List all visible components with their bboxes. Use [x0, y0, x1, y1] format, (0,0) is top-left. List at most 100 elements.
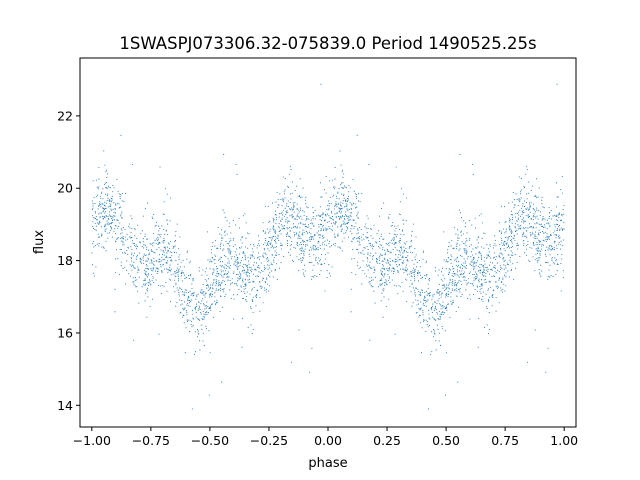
data-point [505, 276, 507, 278]
data-point [460, 234, 462, 236]
data-point [104, 217, 106, 219]
data-point [107, 206, 109, 208]
data-point [357, 217, 359, 219]
data-point [373, 269, 375, 271]
data-point [385, 262, 387, 264]
data-point [357, 228, 359, 230]
data-point [385, 283, 387, 285]
data-point [105, 187, 107, 189]
data-point [436, 313, 438, 315]
data-point [178, 268, 180, 270]
data-point [379, 262, 381, 264]
data-point [179, 236, 181, 238]
data-point [151, 262, 153, 264]
data-point [487, 271, 489, 273]
data-point [363, 253, 365, 255]
data-point [271, 245, 273, 248]
data-point [481, 273, 483, 275]
data-point [245, 287, 247, 289]
data-point [535, 196, 537, 198]
data-point [536, 257, 538, 259]
data-point [347, 199, 349, 201]
data-point [353, 227, 355, 229]
data-point [332, 243, 334, 245]
data-point [144, 244, 146, 246]
data-point [448, 284, 450, 286]
data-point [108, 224, 110, 226]
data-point [410, 235, 413, 237]
data-point [206, 313, 208, 316]
data-point [103, 215, 105, 218]
data-point [466, 284, 468, 286]
data-point [111, 199, 113, 201]
data-point [135, 246, 137, 248]
data-point [522, 203, 524, 205]
data-point [547, 236, 549, 238]
data-point [506, 244, 508, 246]
data-point [170, 268, 172, 270]
data-point [275, 252, 278, 254]
data-point [379, 284, 381, 286]
data-point [296, 216, 298, 218]
data-point [323, 189, 326, 191]
data-point [128, 223, 130, 225]
data-point [167, 234, 169, 236]
data-point [220, 256, 223, 258]
data-point [395, 261, 397, 263]
data-point [265, 240, 267, 242]
data-point [528, 209, 530, 211]
data-point [508, 229, 511, 231]
data-point [179, 299, 181, 301]
data-point [460, 263, 462, 265]
data-point [178, 248, 180, 250]
data-point [103, 207, 105, 209]
data-point [458, 261, 460, 263]
data-point [387, 262, 390, 264]
data-point [111, 218, 113, 220]
data-point [154, 270, 157, 272]
data-point [401, 281, 403, 283]
data-point [503, 260, 505, 262]
data-point [460, 230, 462, 232]
data-point [183, 266, 185, 268]
data-point [327, 213, 329, 215]
data-point [139, 252, 141, 254]
data-point [103, 205, 105, 207]
data-point [461, 270, 463, 272]
data-point [331, 266, 333, 268]
data-point [188, 291, 190, 294]
data-point [215, 284, 217, 286]
data-point [116, 178, 118, 180]
data-point [174, 241, 176, 243]
data-point [308, 249, 310, 252]
data-point [125, 283, 127, 285]
data-point [465, 241, 467, 243]
data-point [414, 268, 416, 270]
data-point [344, 186, 346, 188]
data-point [366, 215, 368, 217]
data-point [209, 288, 211, 290]
data-point [418, 291, 420, 293]
data-point [201, 328, 203, 330]
data-point [431, 309, 433, 311]
data-point [199, 340, 201, 342]
data-point [148, 273, 150, 275]
data-point [419, 291, 421, 293]
data-point [479, 253, 481, 255]
data-point [239, 264, 241, 266]
data-point [394, 247, 396, 249]
data-point [555, 260, 557, 262]
data-point [209, 268, 211, 270]
data-point [256, 266, 259, 268]
data-point [209, 352, 211, 354]
data-point [538, 259, 540, 261]
data-point [137, 290, 139, 292]
data-point [527, 215, 529, 217]
data-point [320, 263, 322, 265]
data-point [297, 237, 299, 239]
data-point [311, 347, 313, 349]
data-point [455, 233, 457, 235]
data-point [265, 254, 267, 256]
data-point [234, 251, 236, 253]
data-point [244, 258, 247, 260]
